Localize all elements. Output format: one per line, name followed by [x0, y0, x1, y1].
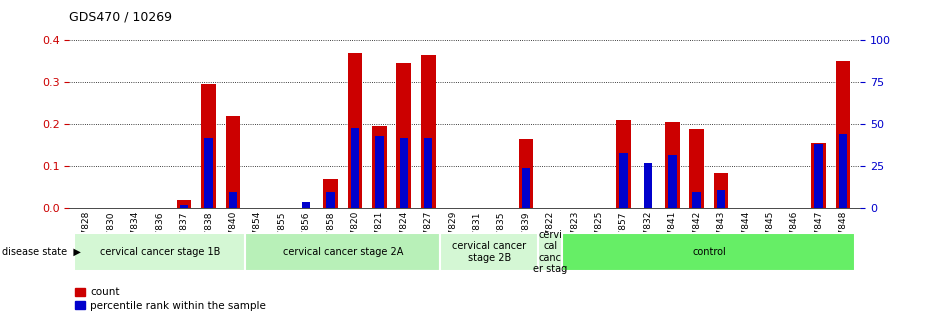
- Bar: [562, 233, 856, 271]
- Bar: [372, 126, 387, 208]
- Bar: [323, 179, 338, 208]
- Bar: [348, 53, 363, 208]
- Bar: [245, 233, 440, 271]
- Bar: [177, 200, 191, 208]
- Bar: [811, 143, 826, 208]
- Text: cervical cancer
stage 2B: cervical cancer stage 2B: [452, 241, 526, 263]
- Bar: [665, 122, 680, 208]
- Bar: [689, 128, 704, 208]
- Legend: count, percentile rank within the sample: count, percentile rank within the sample: [75, 288, 266, 310]
- Text: cervi
cal
canc
er stag: cervi cal canc er stag: [533, 229, 567, 275]
- Bar: [226, 116, 240, 208]
- Bar: [424, 138, 433, 208]
- Text: disease state  ▶: disease state ▶: [2, 247, 80, 257]
- Text: cervical cancer stage 1B: cervical cancer stage 1B: [100, 247, 220, 257]
- Bar: [815, 144, 823, 208]
- Bar: [376, 136, 384, 208]
- Bar: [644, 163, 652, 208]
- Bar: [668, 155, 676, 208]
- Bar: [179, 205, 189, 208]
- Bar: [619, 153, 628, 208]
- Bar: [397, 64, 411, 208]
- Bar: [302, 202, 311, 208]
- Bar: [74, 233, 245, 271]
- Bar: [421, 55, 436, 208]
- Bar: [836, 61, 850, 208]
- Text: cervical cancer stage 2A: cervical cancer stage 2A: [282, 247, 403, 257]
- Bar: [400, 138, 408, 208]
- Bar: [351, 128, 359, 208]
- Bar: [327, 192, 335, 208]
- Bar: [839, 134, 847, 208]
- Bar: [693, 192, 701, 208]
- Bar: [204, 138, 213, 208]
- Bar: [440, 233, 538, 271]
- Bar: [202, 84, 216, 208]
- Bar: [717, 190, 725, 208]
- Text: control: control: [692, 247, 726, 257]
- Bar: [228, 192, 237, 208]
- Bar: [714, 173, 729, 208]
- Bar: [522, 168, 530, 208]
- Text: GDS470 / 10269: GDS470 / 10269: [69, 10, 172, 23]
- Bar: [538, 233, 562, 271]
- Bar: [519, 139, 533, 208]
- Bar: [616, 120, 631, 208]
